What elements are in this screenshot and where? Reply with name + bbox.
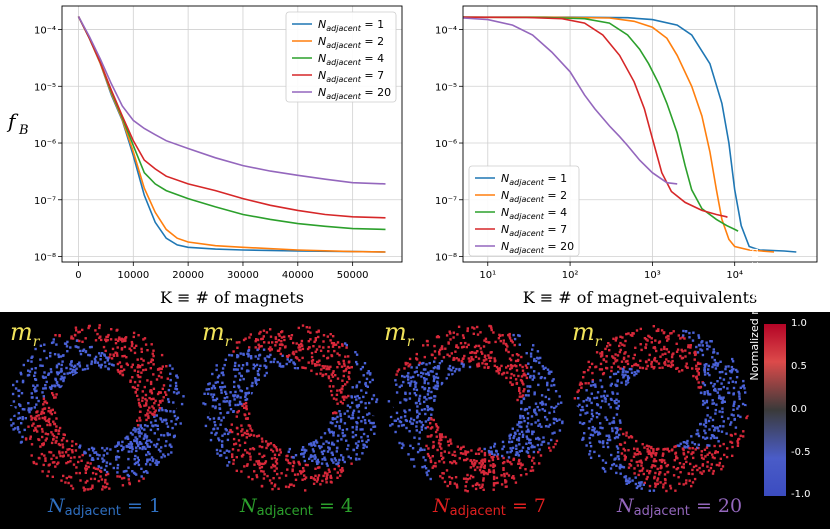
x-tick-label: 40000 xyxy=(282,270,314,281)
panel-2-mr-label: mr xyxy=(202,318,232,350)
x-tick-label: 50000 xyxy=(337,270,369,281)
plot-frame xyxy=(61,5,403,263)
panel-4-mr-label: mr xyxy=(572,318,602,350)
y-axis-label-subscript: B xyxy=(18,123,29,138)
plot-frame xyxy=(462,5,818,263)
ring-rendering-4 xyxy=(570,325,750,493)
x-axis-label: K ≡ # of magnet-equivalents xyxy=(523,288,757,307)
panel-3-caption: Nadjacent = 7 xyxy=(433,495,546,519)
x-axis-label: K ≡ # of magnets xyxy=(160,288,304,307)
legend-entry-n-1: Nadjacent = 1 xyxy=(501,172,567,187)
x-tick-label: 10² xyxy=(562,270,579,281)
x-tick-label: 10000 xyxy=(117,270,149,281)
panel-3-mr-label: mr xyxy=(384,318,414,350)
legend-entry-n-7: Nadjacent = 7 xyxy=(318,69,384,84)
y-tick-label: 10⁻⁴ xyxy=(435,26,457,37)
legend-entry-n-20: Nadjacent = 20 xyxy=(501,240,574,255)
colorbar xyxy=(764,324,786,496)
legend-entry-n-20: Nadjacent = 20 xyxy=(318,86,391,101)
legend-entry-n-2: Nadjacent = 2 xyxy=(501,189,567,204)
legend-box xyxy=(468,165,580,257)
y-tick-label: 10⁻⁵ xyxy=(34,82,56,93)
x-tick-label: 10¹ xyxy=(479,270,496,281)
panel-1-mr-label: mr xyxy=(10,318,40,350)
ring-rendering-3 xyxy=(385,324,565,493)
legend-entry-n-1: Nadjacent = 1 xyxy=(318,18,384,33)
ring-rendering-1 xyxy=(6,324,186,492)
ring-rendering-2 xyxy=(200,324,380,492)
legend-box xyxy=(285,11,397,103)
y-tick-label: 10⁻⁶ xyxy=(435,139,457,150)
y-tick-label: 10⁻⁴ xyxy=(34,26,56,37)
legend-entry-n-2: Nadjacent = 2 xyxy=(318,35,384,50)
chart-fb-vs-magnets: 0 10000 20000 30000 40000 50000 10⁻⁸ 10⁻⁷ 10⁻⁶ 10… xyxy=(6,5,403,307)
panel-2-caption: Nadjacent = 4 xyxy=(240,495,353,519)
y-tick-label: 10⁻⁸ xyxy=(34,253,56,264)
x-tick-label: 10⁴ xyxy=(726,270,743,281)
series-line-n-7 xyxy=(77,16,386,219)
y-tick-label: 10⁻⁶ xyxy=(34,139,56,150)
y-tick-label: 10⁻⁷ xyxy=(34,196,56,207)
series-line-n-20 xyxy=(77,16,386,185)
panel-1-caption: Nadjacent = 1 xyxy=(48,495,161,519)
legend-entry-n-4: Nadjacent = 4 xyxy=(318,52,384,67)
y-tick-label: 10⁻⁵ xyxy=(435,82,457,93)
colorbar-tick: 0.0 xyxy=(791,404,807,415)
colorbar-tick: 1.0 xyxy=(791,318,807,329)
series-line-n-2 xyxy=(463,16,775,253)
series-line-n-7 xyxy=(462,16,728,218)
panel-4-caption: Nadjacent = 20 xyxy=(617,495,743,519)
series-line-n-20 xyxy=(462,17,678,185)
x-tick-label: 0 xyxy=(75,270,81,281)
x-tick-label: 10³ xyxy=(644,270,661,281)
y-tick-label: 10⁻⁸ xyxy=(435,253,457,264)
colorbar-tick: -1.0 xyxy=(791,489,811,500)
magnet-render-panel: mr mr mr mr Nadjacent = 1 Nadjacent = 4 … xyxy=(0,235,830,529)
series-line-n-4 xyxy=(462,16,739,232)
ring-renderings xyxy=(6,324,750,493)
colorbar-tick: 0.5 xyxy=(791,361,807,372)
colorbar-tick: -0.5 xyxy=(791,447,811,458)
x-tick-label: 20000 xyxy=(172,270,204,281)
series-line-n-1 xyxy=(463,16,797,253)
legend-entry-n-4: Nadjacent = 4 xyxy=(501,206,567,221)
legend-entry-n-7: Nadjacent = 7 xyxy=(501,223,567,238)
chart-fb-vs-magnet-equivalents: 10¹ 10² 10³ 10⁴ 10⁻⁸ 10⁻⁷ 10⁻⁶ 10⁻⁵ 10⁻⁴ K ≡ # of… xyxy=(435,5,818,307)
x-tick-label: 30000 xyxy=(227,270,259,281)
colorbar-title: Normalized m magnitudes xyxy=(748,235,761,381)
y-axis-label: f xyxy=(6,109,19,133)
y-tick-label: 10⁻⁷ xyxy=(435,196,457,207)
